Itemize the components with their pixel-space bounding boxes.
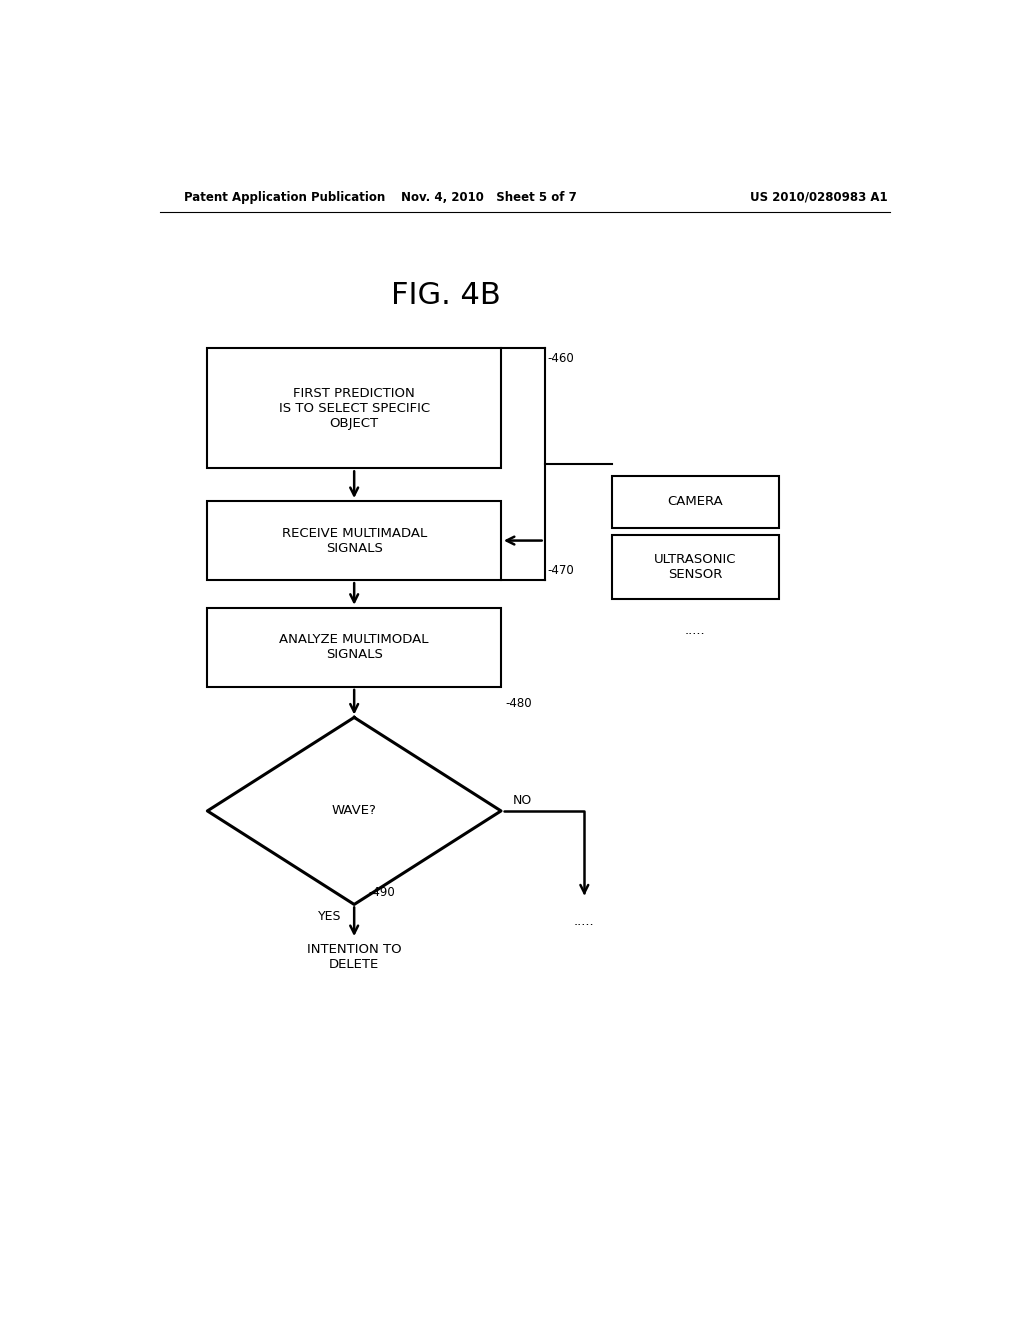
Text: Patent Application Publication: Patent Application Publication	[183, 190, 385, 203]
Text: RECEIVE MULTIMADAL
SIGNALS: RECEIVE MULTIMADAL SIGNALS	[282, 527, 427, 554]
Text: US 2010/0280983 A1: US 2010/0280983 A1	[750, 190, 887, 203]
FancyBboxPatch shape	[207, 607, 501, 686]
Text: FIRST PREDICTION
IS TO SELECT SPECIFIC
OBJECT: FIRST PREDICTION IS TO SELECT SPECIFIC O…	[279, 387, 430, 430]
Text: .....: .....	[685, 624, 706, 638]
FancyBboxPatch shape	[612, 475, 778, 528]
Text: INTENTION TO
DELETE: INTENTION TO DELETE	[307, 942, 401, 972]
Text: WAVE?: WAVE?	[332, 804, 377, 817]
Text: -460: -460	[547, 351, 573, 364]
Polygon shape	[207, 718, 501, 904]
Text: CAMERA: CAMERA	[668, 495, 723, 508]
Text: .....: .....	[574, 915, 595, 928]
Text: FIG. 4B: FIG. 4B	[390, 281, 501, 310]
FancyBboxPatch shape	[207, 348, 501, 469]
Text: -470: -470	[547, 564, 573, 577]
Text: -490: -490	[369, 886, 395, 899]
FancyBboxPatch shape	[612, 536, 778, 598]
Text: ULTRASONIC
SENSOR: ULTRASONIC SENSOR	[654, 553, 736, 581]
Text: -480: -480	[505, 697, 531, 710]
FancyBboxPatch shape	[207, 500, 501, 581]
Text: NO: NO	[513, 795, 532, 808]
Text: Nov. 4, 2010   Sheet 5 of 7: Nov. 4, 2010 Sheet 5 of 7	[401, 190, 577, 203]
Text: YES: YES	[318, 909, 342, 923]
Text: ANALYZE MULTIMODAL
SIGNALS: ANALYZE MULTIMODAL SIGNALS	[280, 634, 429, 661]
